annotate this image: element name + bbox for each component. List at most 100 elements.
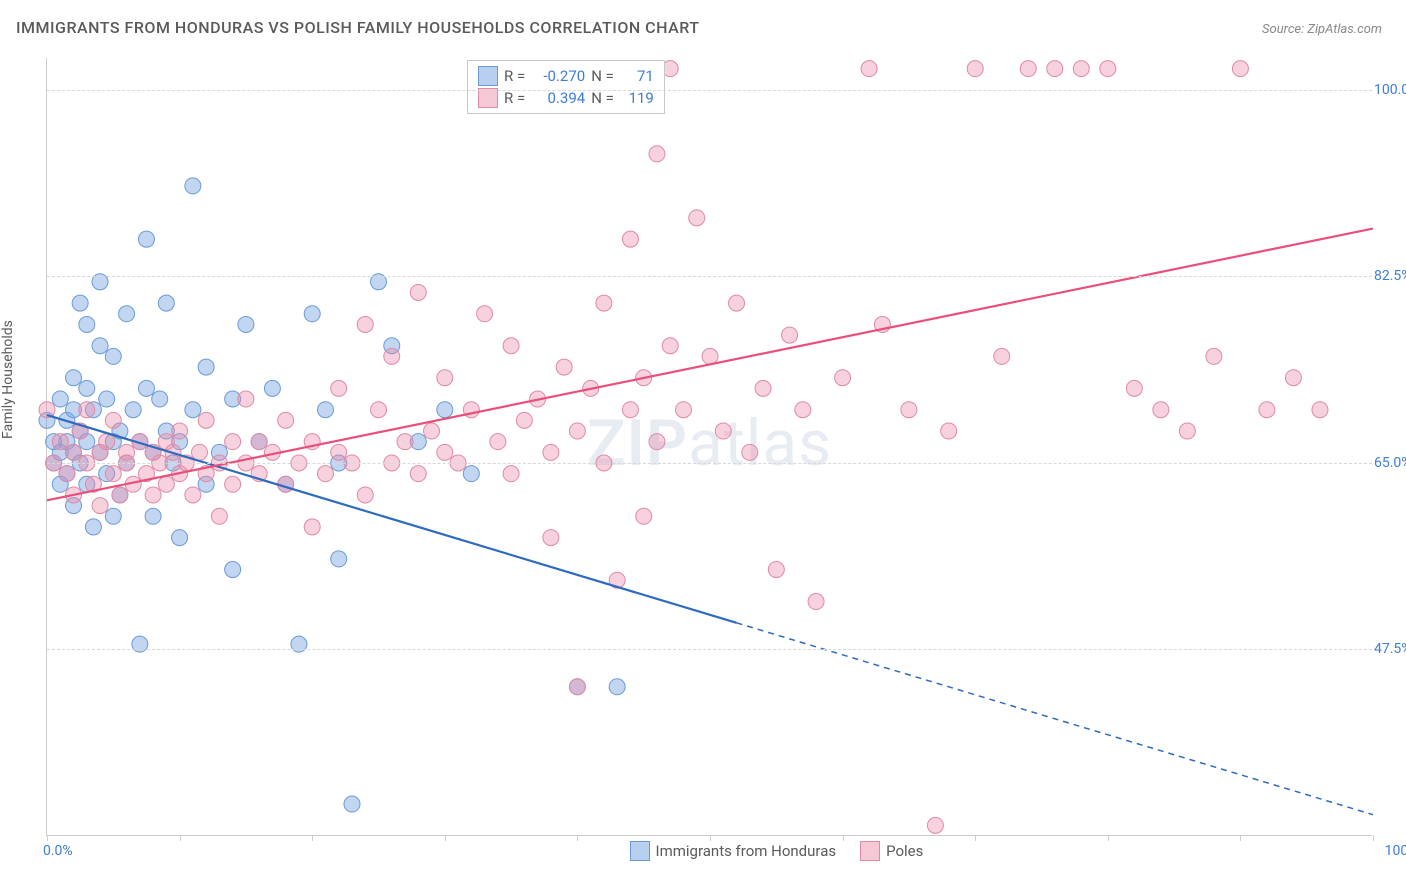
trend-line-dashed [737, 623, 1373, 815]
x-tick-mark [843, 835, 844, 841]
x-tick-mark [577, 835, 578, 841]
n-value-2: 119 [620, 89, 654, 107]
data-point [596, 295, 612, 311]
data-point [729, 295, 745, 311]
data-point [331, 444, 347, 460]
x-tick-mark [1373, 835, 1374, 841]
data-point [967, 61, 983, 77]
gridline [47, 649, 1372, 650]
data-point [198, 412, 214, 428]
data-point [410, 284, 426, 300]
data-point [238, 316, 254, 332]
x-tick-mark [710, 835, 711, 841]
data-point [264, 380, 280, 396]
data-point [437, 402, 453, 418]
data-point [1073, 61, 1089, 77]
data-point [437, 370, 453, 386]
data-point [397, 434, 413, 450]
data-point [304, 306, 320, 322]
gridline [47, 276, 1372, 277]
data-point [92, 498, 108, 514]
data-point [569, 423, 585, 439]
data-point [125, 402, 141, 418]
data-point [225, 434, 241, 450]
data-point [172, 423, 188, 439]
data-point [145, 508, 161, 524]
data-point [105, 348, 121, 364]
data-point [622, 402, 638, 418]
swatch-series-1b [630, 841, 650, 861]
data-point [1047, 61, 1063, 77]
r-value-1: -0.270 [531, 67, 585, 85]
chart-area: ZIPatlas R = -0.270 N = 71 R = 0.394 N =… [46, 58, 1372, 836]
data-point [1285, 370, 1301, 386]
data-point [941, 423, 957, 439]
data-point [158, 295, 174, 311]
y-tick-label: 100.0% [1374, 82, 1406, 98]
gridline [47, 90, 1372, 91]
y-axis-label: Family Households [0, 320, 16, 439]
x-tick-left: 0.0% [43, 843, 73, 859]
data-point [185, 487, 201, 503]
n-value-1: 71 [620, 67, 654, 85]
data-point [158, 476, 174, 492]
x-tick-mark [975, 835, 976, 841]
legend-label-2: Poles [886, 842, 923, 860]
data-point [59, 466, 75, 482]
data-point [1259, 402, 1275, 418]
data-point [119, 306, 135, 322]
x-tick-mark [312, 835, 313, 841]
data-point [138, 231, 154, 247]
data-point [211, 508, 227, 524]
data-point [152, 391, 168, 407]
data-point [79, 380, 95, 396]
data-point [609, 679, 625, 695]
legend-item-1: Immigrants from Honduras [630, 841, 837, 861]
data-point [85, 519, 101, 535]
data-point [344, 796, 360, 812]
x-tick-right: 100.0% [1385, 843, 1406, 859]
data-point [198, 359, 214, 375]
data-point [1232, 61, 1248, 77]
x-tick-mark [180, 835, 181, 841]
data-point [52, 391, 68, 407]
data-point [1206, 348, 1222, 364]
data-point [424, 423, 440, 439]
x-tick-mark [1108, 835, 1109, 841]
data-point [490, 434, 506, 450]
data-point [861, 61, 877, 77]
trend-line-solid [47, 229, 1373, 501]
data-point [689, 210, 705, 226]
data-point [105, 466, 121, 482]
data-point [649, 434, 665, 450]
data-point [317, 402, 333, 418]
data-point [185, 402, 201, 418]
data-point [331, 551, 347, 567]
data-point [927, 817, 943, 833]
data-point [516, 412, 532, 428]
data-point [105, 508, 121, 524]
data-point [371, 402, 387, 418]
source-attribution: Source: ZipAtlas.com [1262, 22, 1382, 37]
data-point [317, 466, 333, 482]
r-label: R = [504, 89, 525, 107]
data-point [92, 338, 108, 354]
chart-title: IMMIGRANTS FROM HONDURAS VS POLISH FAMIL… [16, 18, 700, 37]
swatch-series-2 [478, 88, 498, 108]
data-point [1153, 402, 1169, 418]
legend-row-1: R = -0.270 N = 71 [478, 65, 654, 87]
data-point [251, 434, 267, 450]
data-point [543, 444, 559, 460]
data-point [636, 508, 652, 524]
data-point [99, 434, 115, 450]
data-point [1126, 380, 1142, 396]
plot-svg [47, 58, 1372, 835]
data-point [477, 306, 493, 322]
data-point [191, 444, 207, 460]
data-point [649, 146, 665, 162]
x-tick-mark [47, 835, 48, 841]
r-value-2: 0.394 [531, 89, 585, 107]
data-point [225, 562, 241, 578]
data-point [331, 380, 347, 396]
data-point [768, 562, 784, 578]
